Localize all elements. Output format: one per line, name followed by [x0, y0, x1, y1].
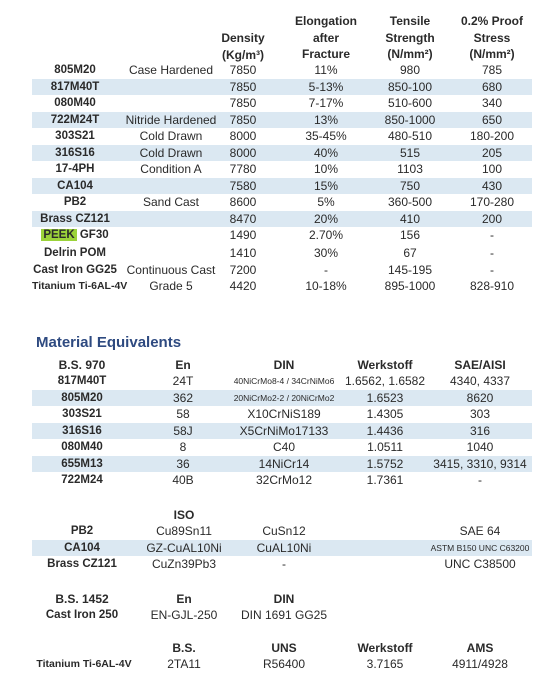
bs1452-header: B.S. 1452: [55, 592, 109, 606]
bs970-header: B.S. 970: [58, 358, 106, 372]
table-row: Cast Iron GG25 Continuous Cast 7200 - 14…: [33, 263, 494, 277]
table-row: 303S21 58 X10CrNiS189 1.4305 303: [62, 407, 491, 421]
table-row: 080M40 7850 7-17% 510-600 340: [54, 96, 503, 110]
bs-header: B.S.: [172, 641, 196, 655]
werkstoff-header: Werkstoff: [357, 358, 413, 372]
table-row: Brass CZ121 8470 20% 410 200: [32, 210, 532, 227]
table-row: 17-4PH Condition A 7780 10% 1103 100: [55, 162, 503, 176]
table-row: 080M40 8 C40 1.0511 1040: [61, 440, 494, 454]
table-row: 817M40T 7850 5-13% 850-100 680: [32, 78, 532, 95]
din-header: DIN: [273, 592, 295, 606]
table-row: Titanium Ti-6AL-4V 2TA11 R56400 3.7165 4…: [36, 657, 508, 671]
iso-header: ISO: [173, 508, 195, 522]
sae-header: SAE/AISI: [454, 358, 506, 372]
table-row: PB2 Cu89Sn11 CuSn12 SAE 64: [70, 524, 501, 538]
din-header: DIN: [273, 358, 295, 372]
table-row: CA104 7580 15% 750 430: [32, 177, 532, 194]
table-row: Delrin POM 1410 30% 67 -: [44, 246, 494, 260]
table-row: 817M40T 24T 40NiCrMo8-4 / 34CrNiMo6 1.65…: [57, 374, 511, 388]
table-row: 316S16 Cold Drawn 8000 40% 515 205: [32, 144, 532, 161]
table-row: 303S21 Cold Drawn 8000 35-45% 480-510 18…: [55, 129, 515, 143]
table-row: 805M20 362 20NiCrMo2-2 / 20NiCrMo2 1.652…: [32, 389, 532, 406]
highlighted-text: PEEK: [41, 229, 77, 241]
table-row: 316S16 58J X5CrNiMo17133 1.4436 316: [32, 422, 532, 439]
proof-stress-header: 0.2% Proof Stress (N/mm²): [460, 14, 523, 61]
table-row: Titanium Ti-6AL-4V Grade 5 4420 10-18% 8…: [32, 279, 515, 293]
werkstoff-header: Werkstoff: [357, 641, 413, 655]
table-row: 722M24 40B 32CrMo12 1.7361 -: [61, 473, 482, 487]
table-row: PB2 Sand Cast 8600 5% 360-500 170-280: [63, 195, 515, 209]
en-header: En: [176, 592, 192, 606]
table-row: 655M13 36 14NiCr14 1.5752 3415, 3310, 93…: [32, 455, 532, 472]
ams-header: AMS: [466, 641, 494, 655]
elongation-header: Elongation after Fracture: [295, 14, 357, 61]
table-row: Brass CZ121 CuZn39Pb3 - UNC C38500: [47, 557, 516, 571]
table-row: PEEK GF30 1490 2.70% 156 -: [41, 228, 494, 242]
table-row: CA104 GZ-CuAL10Ni CuAL10Ni ASTM B150 UNC…: [32, 539, 532, 556]
section-title: Material Equivalents: [36, 334, 182, 351]
en-header: En: [175, 358, 191, 372]
table-row: 805M20 Case Hardened 7850 11% 980 785: [54, 63, 503, 77]
tensile-header: Tensile Strength (N/mm²): [385, 14, 435, 61]
uns-header: UNS: [271, 641, 297, 655]
density-header: Density (Kg/m³): [221, 31, 265, 62]
table-row: 722M24T Nitride Hardened 7850 13% 850-10…: [32, 111, 532, 128]
table-row: Cast Iron 250 EN-GJL-250 DIN 1691 GG25: [45, 608, 328, 622]
